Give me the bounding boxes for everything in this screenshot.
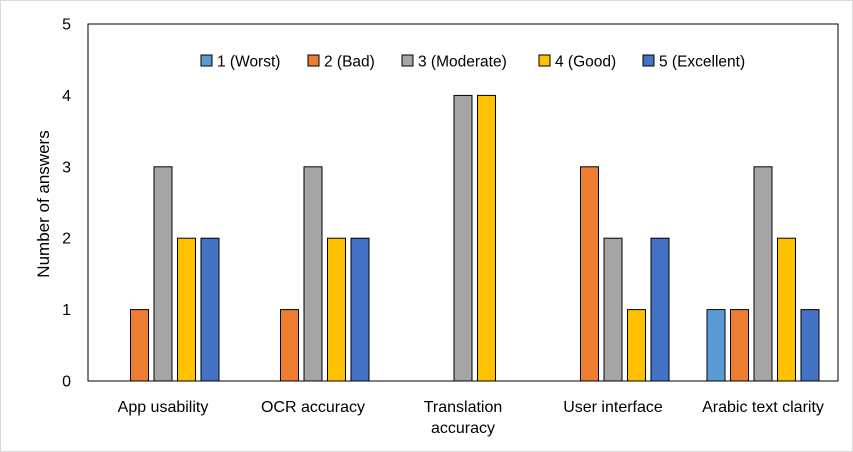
- bar: [603, 237, 623, 382]
- legend-entry: 4 (Good): [538, 54, 616, 71]
- legend-label: 4 (Good): [555, 54, 616, 71]
- x-tick-label-line: OCR accuracy: [261, 399, 365, 416]
- legend-swatch: [307, 54, 320, 67]
- y-tick-label: 1: [62, 302, 71, 319]
- x-tick-label: Translation accuracy: [424, 399, 503, 437]
- y-tick-label: 3: [62, 159, 71, 176]
- x-tick-label-line: accuracy: [431, 420, 495, 437]
- legend-label: 3 (Moderate): [418, 54, 507, 71]
- y-tick-label: 2: [62, 231, 71, 248]
- bar: [350, 237, 370, 382]
- x-tick-label: User interface: [563, 399, 663, 416]
- x-tick-label-line: User interface: [563, 399, 663, 416]
- bar: [303, 166, 323, 382]
- x-tick-label-line: Arabic text clarity: [702, 399, 824, 416]
- x-tick-label-line: App usability: [118, 399, 209, 416]
- y-tick-label: 0: [62, 374, 71, 391]
- bar: [800, 309, 820, 382]
- bar: [777, 237, 796, 382]
- legend-label: 5 (Excellent): [659, 54, 745, 71]
- bar: [453, 94, 473, 382]
- bar: [650, 237, 670, 382]
- legend-swatch: [642, 54, 655, 67]
- bar: [753, 166, 773, 382]
- bar: [327, 237, 346, 382]
- bar: [177, 237, 196, 382]
- legend-entry: 3 (Moderate): [401, 54, 507, 71]
- legend-entry: 5 (Excellent): [642, 54, 745, 71]
- y-tick-label: 4: [62, 88, 71, 105]
- bar: [153, 166, 173, 382]
- legend-entry: 1 (Worst): [200, 54, 280, 71]
- legend-swatch: [401, 54, 414, 67]
- x-tick-label: OCR accuracy: [261, 399, 365, 416]
- legend-swatch: [200, 54, 213, 67]
- bar: [706, 309, 726, 382]
- y-tick-label: 5: [62, 17, 71, 34]
- legend-entry: 2 (Bad): [307, 54, 375, 71]
- bar: [477, 94, 496, 382]
- bar: [580, 166, 599, 382]
- x-tick-label-line: Translation: [424, 399, 503, 416]
- x-tick-label: App usability: [118, 399, 209, 416]
- y-axis-title: Number of answers: [34, 130, 53, 277]
- bar: [280, 309, 299, 382]
- legend-label: 1 (Worst): [217, 54, 280, 71]
- legend-label: 2 (Bad): [324, 54, 375, 71]
- bar: [200, 237, 220, 382]
- x-tick-label: Arabic text clarity: [702, 399, 824, 416]
- legend-swatch: [538, 54, 551, 67]
- bar: [130, 309, 149, 382]
- bar: [730, 309, 749, 382]
- bar: [627, 309, 646, 382]
